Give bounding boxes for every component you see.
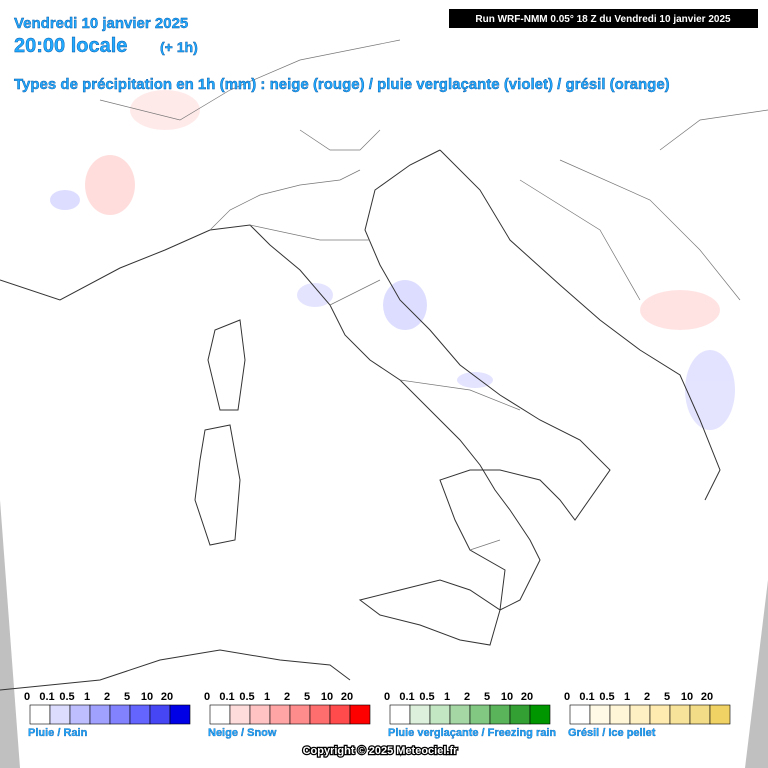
legend-tick: 0.1 — [399, 691, 414, 703]
legend-tick: 0.1 — [39, 691, 54, 703]
legend-swatch — [29, 704, 51, 725]
legend-swatch — [569, 704, 591, 725]
legend-tick: 20 — [161, 691, 173, 703]
legend-tick: 2 — [284, 691, 290, 703]
legend-tick: 20 — [341, 691, 353, 703]
legend-tick: 20 — [701, 691, 713, 703]
legend-tick: 10 — [501, 691, 513, 703]
date: Vendredi 10 janvier 2025 — [14, 15, 188, 32]
legend-tick: 5 — [664, 691, 670, 703]
legend-tick: 0.5 — [239, 691, 254, 703]
frame-corner — [745, 580, 768, 768]
legend-swatch — [49, 704, 71, 725]
legend-label: Neige / Snow — [208, 727, 277, 739]
coastlines — [0, 39, 768, 691]
legend-swatch — [509, 704, 531, 725]
precipitation — [50, 90, 735, 430]
legend-tick: 0.1 — [219, 691, 234, 703]
legend-swatch — [209, 704, 231, 725]
legend-tick: 10 — [321, 691, 333, 703]
legend-tick: 0 — [564, 691, 570, 703]
legend-swatch — [429, 704, 451, 725]
legend-swatch — [589, 704, 611, 725]
legend-tick: 0.5 — [599, 691, 614, 703]
legend-tick: 5 — [124, 691, 130, 703]
legend-label: Pluie verglaçante / Freezing rain — [388, 727, 556, 739]
legend-swatch — [329, 704, 351, 725]
time: 20:00 locale — [14, 35, 127, 57]
legend-label: Pluie / Rain — [28, 727, 88, 739]
legend-swatch — [489, 704, 511, 725]
legend-swatch — [469, 704, 491, 725]
offset: (+ 1h) — [160, 39, 198, 55]
legend-tick: 0.1 — [579, 691, 594, 703]
legend-tick: 2 — [644, 691, 650, 703]
legend-swatch — [169, 704, 191, 725]
legend-tick: 0.5 — [419, 691, 434, 703]
legend-swatch — [709, 704, 731, 725]
legend-tick: 0 — [204, 691, 210, 703]
legend-tick: 0 — [24, 691, 30, 703]
legend-swatch — [609, 704, 631, 725]
legend-swatch — [269, 704, 291, 725]
legend-tick: 1 — [444, 691, 450, 703]
legend-tick: 1 — [84, 691, 90, 703]
legend-tick: 20 — [521, 691, 533, 703]
legend-swatch — [349, 704, 371, 725]
legend-label: Grésil / Ice pellet — [568, 727, 656, 739]
legend-swatch — [229, 704, 251, 725]
legend-tick: 10 — [681, 691, 693, 703]
legend-swatch — [309, 704, 331, 725]
legend-swatch — [689, 704, 711, 725]
legend-tick: 1 — [624, 691, 630, 703]
legend-tick: 0.5 — [59, 691, 74, 703]
run-info: Run WRF-NMM 0.05° 18 Z du Vendredi 10 ja… — [475, 14, 731, 25]
subtitle: Types de précipitation en 1h (mm) : neig… — [14, 76, 670, 93]
legend-swatch — [629, 704, 651, 725]
legend-swatch — [109, 704, 131, 725]
legend-swatch — [149, 704, 171, 725]
legend-swatch — [669, 704, 691, 725]
copyright: Copyright © 2025 Meteociel.fr — [303, 745, 459, 757]
legend-swatch — [389, 704, 411, 725]
legend-tick: 2 — [104, 691, 110, 703]
legend-swatch — [529, 704, 551, 725]
legend-swatch — [449, 704, 471, 725]
legend-tick: 2 — [464, 691, 470, 703]
run-box — [449, 9, 758, 28]
legend-swatch — [69, 704, 91, 725]
legend-tick: 1 — [264, 691, 270, 703]
legend-tick: 0 — [384, 691, 390, 703]
legend-swatch — [89, 704, 111, 725]
legend-swatch — [289, 704, 311, 725]
legend-swatch — [409, 704, 431, 725]
legend-swatch — [649, 704, 671, 725]
frame-corner — [0, 500, 20, 768]
legend-swatch — [249, 704, 271, 725]
legend-tick: 5 — [304, 691, 310, 703]
legend-tick: 5 — [484, 691, 490, 703]
legend-tick: 10 — [141, 691, 153, 703]
legend-swatch — [129, 704, 151, 725]
